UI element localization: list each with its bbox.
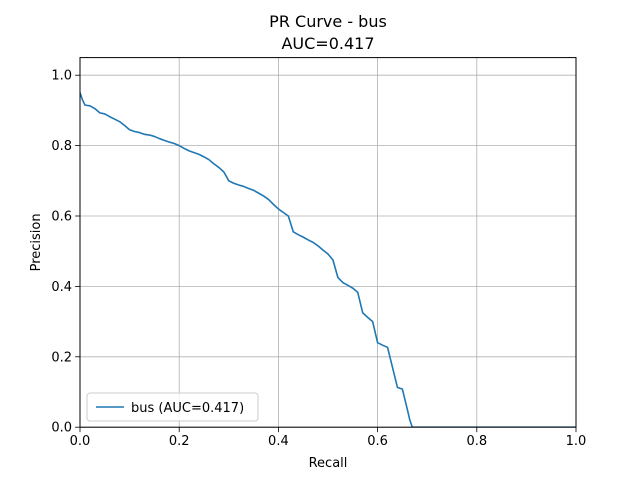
legend-entry-label: bus (AUC=0.417) (131, 401, 244, 416)
y-tick-label: 0.6 (51, 210, 72, 225)
y-tick-label: 0.4 (51, 280, 72, 295)
x-tick-label: 1.0 (566, 434, 587, 449)
y-tick-label: 1.0 (51, 69, 72, 84)
x-tick-label: 0.0 (70, 434, 91, 449)
chart-subtitle: AUC=0.417 (281, 34, 374, 53)
grid (79, 57, 577, 428)
legend: bus (AUC=0.417) (86, 392, 259, 422)
x-tick-label: 0.2 (169, 434, 190, 449)
ticks: 0.0 0.2 0.4 0.6 0.8 1.0 0.0 0.2 0.4 0.6 0.8 1.0 (51, 69, 586, 450)
x-axis-label: Recall (309, 456, 348, 471)
y-tick-label: 0.0 (51, 421, 72, 436)
y-tick-label: 0.2 (51, 350, 72, 365)
y-tick-label: 0.8 (51, 139, 72, 154)
plot-frame (79, 57, 577, 428)
legend-box (86, 392, 259, 422)
x-tick-label: 0.6 (367, 434, 388, 449)
chart-title: PR Curve - bus (269, 12, 387, 31)
series-layer (80, 91, 576, 428)
y-axis-label: Precision (29, 213, 44, 271)
series-line-0 (80, 91, 576, 428)
x-tick-label: 0.8 (466, 434, 487, 449)
x-tick-label: 0.4 (268, 434, 289, 449)
